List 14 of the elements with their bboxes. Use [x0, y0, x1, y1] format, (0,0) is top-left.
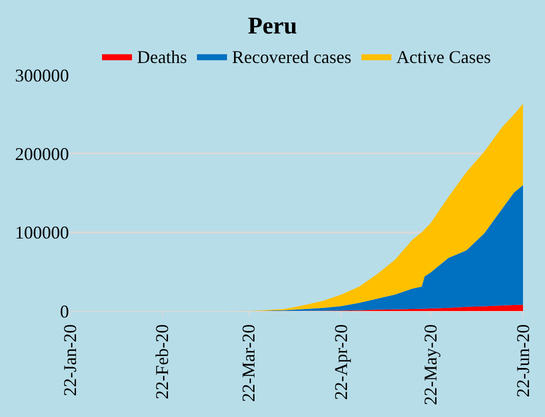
x-tick-label: 22-May-20 — [420, 324, 440, 406]
legend-label: Active Cases — [396, 47, 491, 68]
legend-label: Recovered cases — [232, 47, 352, 68]
chart-title: Peru — [248, 13, 298, 40]
y-tick-label: 100000 — [15, 222, 69, 243]
x-tick-label: 22-Apr-20 — [331, 324, 352, 400]
x-tick-label: 22-Jun-20 — [512, 324, 533, 398]
legend-label: Deaths — [137, 47, 187, 68]
y-tick-label: 200000 — [15, 144, 69, 164]
x-tick-label: 22-Mar-20 — [238, 324, 259, 402]
x-tick-label: 22-Feb-20 — [152, 324, 172, 400]
x-tick-label: 22-Jan-20 — [60, 324, 80, 396]
y-tick-label: 300000 — [15, 65, 69, 86]
y-tick-label: 0 — [60, 301, 69, 322]
